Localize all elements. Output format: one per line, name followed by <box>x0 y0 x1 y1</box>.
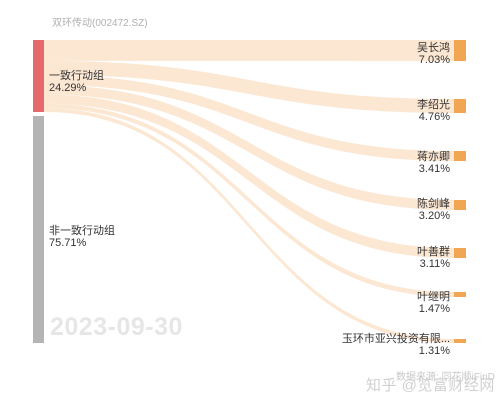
shareholder-pct: 1.31% <box>418 345 450 357</box>
shareholder-bar[interactable] <box>454 200 466 210</box>
shareholder-label: 李绍光 4.76% <box>417 99 450 123</box>
shareholder-bar[interactable] <box>454 339 466 343</box>
shareholder-name: 陈剑峰 <box>417 198 450 210</box>
group-name: 非一致行动组 <box>49 225 115 237</box>
flow-link <box>44 60 454 113</box>
flow-link <box>44 94 454 259</box>
flow-link <box>44 40 454 61</box>
shareholder-bar[interactable] <box>454 292 466 297</box>
data-source: 数据来源: 同花顺iFinD <box>396 372 495 383</box>
shareholder-name: 玉环市亚兴投资有限... <box>341 333 450 345</box>
group-label-other: 非一致行动组 75.71% <box>49 225 115 249</box>
shareholder-label: 陈剑峰 3.20% <box>417 198 450 222</box>
shareholder-name: 叶善群 <box>417 246 450 258</box>
shareholder-name: 蒋亦卿 <box>417 151 450 163</box>
shareholder-bar[interactable] <box>454 99 466 113</box>
shareholder-label: 蒋亦卿 3.41% <box>417 151 450 175</box>
group-label-acting: 一致行动组 24.29% <box>49 70 104 94</box>
shareholder-bar[interactable] <box>454 40 466 61</box>
shareholder-name: 吴长鸿 <box>417 42 450 54</box>
shareholder-pct: 7.03% <box>418 54 450 66</box>
chart-title: 双环传动(002472.SZ) <box>52 18 148 29</box>
shareholder-pct: 3.41% <box>418 163 450 175</box>
flow-link <box>44 85 454 210</box>
group-bar-acting[interactable] <box>33 40 44 112</box>
shareholder-pct: 3.11% <box>419 258 450 270</box>
shareholder-bar[interactable] <box>454 248 466 258</box>
group-name: 一致行动组 <box>49 70 104 82</box>
shareholder-name: 叶继明 <box>417 291 450 303</box>
shareholder-bar[interactable] <box>454 151 466 161</box>
shareholder-pct: 1.47% <box>418 303 450 315</box>
group-pct: 24.29% <box>49 82 87 94</box>
flow-link <box>44 108 454 344</box>
shareholder-pct: 4.76% <box>418 111 450 123</box>
platform-watermark: 知乎 @览富财经网 <box>366 377 495 394</box>
shareholder-name: 李绍光 <box>417 99 450 111</box>
shareholder-label: 叶继明 1.47% <box>417 291 450 315</box>
flow-link <box>44 74 454 161</box>
group-bar-other[interactable] <box>33 116 44 343</box>
shareholder-label: 玉环市亚兴投资有限... 1.31% <box>342 333 450 357</box>
shareholder-pct: 3.20% <box>418 210 450 222</box>
shareholder-label: 吴长鸿 7.03% <box>417 42 450 66</box>
flow-link <box>44 103 454 297</box>
shareholder-label: 叶善群 3.11% <box>417 246 450 270</box>
date-watermark: 2023-09-30 <box>50 313 183 341</box>
group-pct: 75.71% <box>49 237 87 249</box>
